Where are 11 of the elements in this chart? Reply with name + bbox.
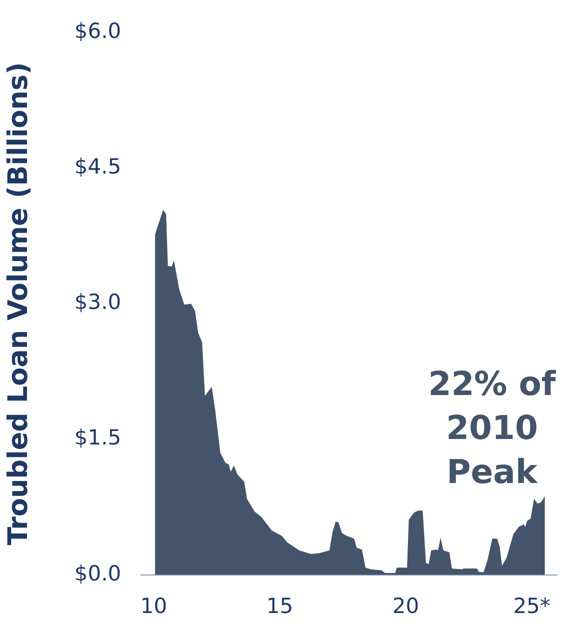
- y-tick-label: $0.0: [74, 561, 122, 586]
- y-tick-label: $4.5: [74, 154, 122, 179]
- y-axis-title: Troubled Loan Volume (Billions): [3, 62, 34, 546]
- x-tick-label: 10: [140, 594, 168, 618]
- y-tick-label: $6.0: [74, 19, 122, 44]
- x-tick-label: 25*: [513, 594, 550, 618]
- x-tick-label: 15: [266, 594, 294, 618]
- y-tick-label: $1.5: [74, 426, 122, 450]
- y-tick-label: $3.0: [74, 290, 122, 314]
- annotation: 22% of 2010 Peak: [427, 363, 557, 493]
- x-tick-label: 20: [392, 594, 420, 618]
